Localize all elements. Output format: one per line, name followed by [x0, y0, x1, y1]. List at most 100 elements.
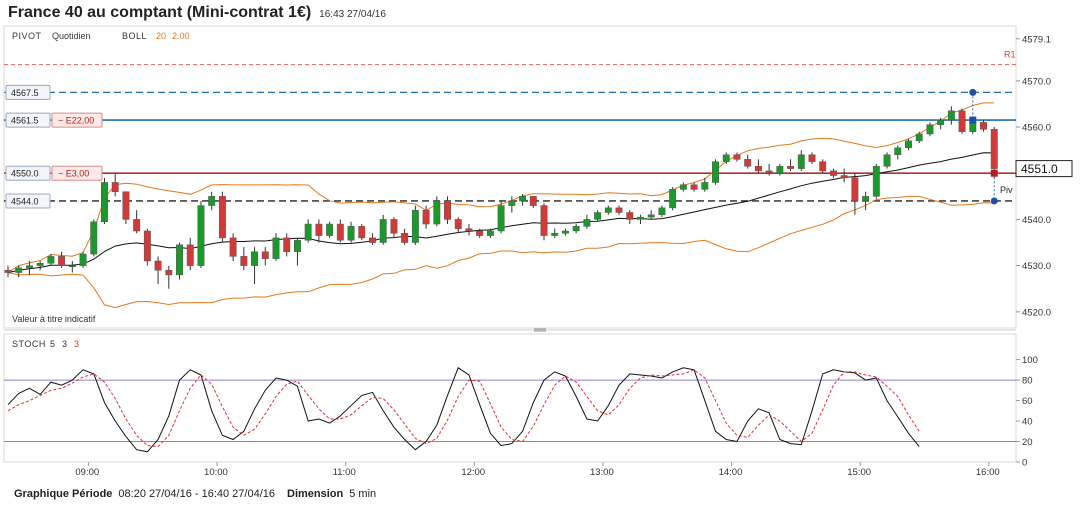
candle — [637, 214, 644, 225]
candle-body — [101, 182, 108, 222]
candle-body — [829, 170, 837, 176]
candle-body — [336, 223, 344, 241]
chart-timestamp: 16:43 27/04/16 — [319, 9, 386, 20]
candle-body — [958, 110, 966, 132]
candle — [101, 177, 108, 225]
candle-body — [186, 244, 194, 266]
candle-body — [669, 189, 677, 209]
price-chart[interactable]: PIVOT Quotidien BOLL 20 2.00 Valeur à ti… — [0, 0, 1080, 480]
candle — [615, 205, 623, 215]
candle — [776, 163, 784, 176]
candle-body — [808, 154, 816, 162]
candle — [754, 159, 762, 174]
stoch-tick-label: 20 — [1022, 437, 1033, 448]
order-marker — [969, 88, 977, 96]
candle — [497, 200, 505, 234]
candle-body — [347, 226, 355, 241]
candle-body — [701, 182, 709, 190]
stoch-k-line — [7, 367, 920, 453]
order-marker — [990, 197, 998, 205]
time-tick-label: 14:00 — [719, 467, 743, 478]
level-price-label-1: 4561.5 — [11, 116, 39, 126]
candle-body — [133, 219, 141, 232]
candle-body — [111, 182, 119, 192]
chart-title: France 40 au comptant (Mini-contrat 1€) — [8, 4, 312, 21]
candle — [947, 106, 955, 125]
candle-body — [690, 184, 698, 190]
candle-body — [422, 209, 430, 225]
candle-body — [862, 196, 870, 202]
candle-body — [25, 265, 33, 269]
candle-body — [369, 237, 376, 243]
candle — [444, 196, 451, 225]
stoch-series-layer — [4, 367, 1016, 453]
candle — [197, 200, 205, 268]
candle — [872, 163, 880, 199]
candle-body — [272, 237, 280, 259]
candle-body — [358, 226, 366, 239]
axes-layer: 4579.14570.04560.04550.04540.04530.04520… — [75, 34, 1073, 478]
candle — [15, 265, 23, 278]
candle — [68, 261, 76, 273]
price-tick-label: 4560.0 — [1022, 123, 1051, 134]
current-price-box — [1015, 160, 1073, 178]
candle-body — [433, 200, 441, 225]
candle — [508, 196, 516, 213]
candle — [658, 205, 666, 218]
candle-body — [326, 223, 334, 236]
price-tick-label: 4530.0 — [1022, 261, 1051, 272]
candle — [529, 196, 537, 208]
candle — [79, 251, 87, 268]
stoch-tick-label: 0 — [1022, 458, 1027, 469]
candle — [819, 159, 827, 174]
candle — [401, 228, 409, 245]
current-price-label: 4551.0 — [1021, 162, 1058, 176]
candle-body — [390, 219, 398, 234]
candle — [369, 233, 376, 245]
candle-body — [551, 233, 559, 236]
candle-body — [787, 166, 795, 169]
candle — [154, 256, 162, 285]
candle-body — [679, 184, 687, 190]
candle-body — [765, 170, 773, 174]
candle — [90, 219, 98, 257]
candle — [722, 152, 730, 164]
time-tick-label: 16:00 — [976, 467, 1000, 478]
time-tick-label: 11:00 — [333, 467, 356, 478]
boll-lower-band — [7, 195, 995, 309]
candle — [176, 242, 183, 280]
candle-body — [915, 133, 923, 142]
stoch-tick-label: 60 — [1022, 396, 1033, 407]
candle-body — [229, 237, 237, 257]
r1-label: R1 — [1004, 50, 1016, 60]
candle — [165, 265, 173, 289]
candle — [486, 228, 494, 238]
candle — [293, 237, 301, 266]
candle-body — [208, 196, 216, 206]
level-price-tag-2 — [5, 165, 51, 181]
boll-label: BOLL — [122, 31, 147, 41]
level-order-label-1: − E22,00 — [58, 116, 94, 126]
level-order-tag-1 — [51, 112, 103, 128]
panel-resize-handle[interactable] — [534, 328, 546, 332]
time-tick-label: 09:00 — [75, 467, 99, 478]
candle-body — [15, 267, 23, 273]
candle-body — [497, 205, 505, 232]
candle — [111, 173, 119, 197]
pivot-line-label: Piv — [1000, 185, 1013, 195]
stoch-label: STOCH — [12, 339, 46, 349]
candle-body — [36, 263, 44, 266]
candle — [218, 191, 226, 243]
candle — [143, 228, 151, 266]
candle — [787, 159, 795, 171]
candle-body — [594, 212, 602, 220]
candle — [701, 177, 709, 192]
candle-body — [465, 228, 473, 232]
boll-upper-band — [7, 102, 995, 274]
candle — [476, 228, 484, 238]
candle — [47, 254, 55, 266]
candle — [905, 138, 912, 151]
candle — [958, 108, 966, 134]
candle-body — [251, 251, 259, 266]
candle-body — [937, 119, 945, 125]
